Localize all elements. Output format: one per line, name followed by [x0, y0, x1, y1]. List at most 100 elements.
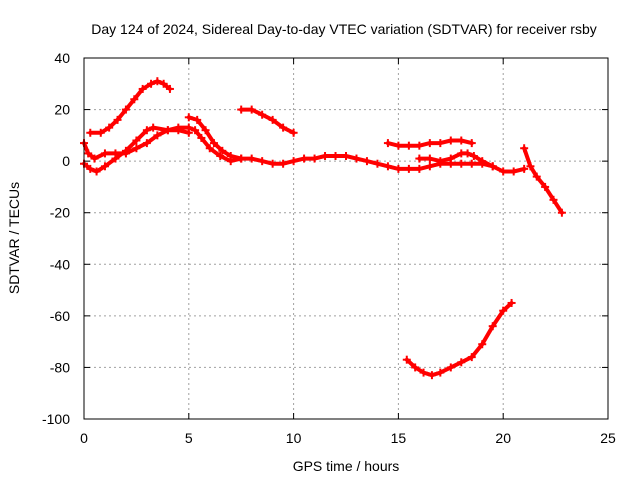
chart-title: Day 124 of 2024, Sidereal Day-to-day VTE… — [91, 21, 597, 37]
x-tick-label: 25 — [600, 430, 616, 446]
data-point — [142, 139, 151, 148]
data-point — [92, 167, 101, 176]
data-point — [193, 115, 202, 124]
data-point — [105, 123, 114, 132]
data-point — [394, 141, 403, 150]
data-point — [419, 368, 428, 377]
data-point — [488, 162, 497, 171]
data-point — [132, 136, 141, 145]
data-point — [268, 159, 277, 168]
data-point — [532, 172, 541, 181]
data-point — [247, 105, 256, 114]
data-point — [279, 123, 288, 132]
data-point — [425, 154, 434, 163]
data-point — [191, 126, 200, 135]
data-point — [226, 151, 235, 160]
data-point — [86, 164, 95, 173]
data-point — [507, 298, 516, 307]
data-point — [467, 139, 476, 148]
data-point — [362, 157, 371, 166]
data-point — [142, 126, 151, 135]
series-layer — [80, 77, 566, 380]
data-point — [394, 164, 403, 173]
x-tick-label: 5 — [185, 430, 193, 446]
data-point — [411, 363, 420, 372]
data-point — [96, 128, 105, 137]
series-arc-9 — [404, 301, 514, 378]
data-point — [132, 144, 141, 153]
y-tick-label: -40 — [50, 256, 70, 272]
y-tick-label: 40 — [54, 50, 70, 66]
data-point — [488, 322, 497, 331]
data-point — [526, 162, 535, 171]
data-point — [549, 195, 558, 204]
data-point — [310, 154, 319, 163]
data-point — [478, 340, 487, 349]
series-arc-4 — [186, 115, 527, 174]
data-point — [289, 157, 298, 166]
data-point — [373, 159, 382, 168]
data-point — [499, 167, 508, 176]
data-point — [159, 79, 168, 88]
data-point — [425, 139, 434, 148]
data-point — [383, 162, 392, 171]
data-point — [138, 84, 147, 93]
x-tick-label: 15 — [391, 430, 407, 446]
data-point — [463, 149, 472, 158]
y-tick-label: 20 — [54, 102, 70, 118]
data-point — [436, 139, 445, 148]
data-point — [402, 355, 411, 364]
data-point — [520, 144, 529, 153]
series-arc-5 — [239, 107, 296, 135]
data-point — [268, 115, 277, 124]
y-tick-label: -60 — [50, 308, 70, 324]
data-point — [197, 133, 206, 142]
data-point — [415, 154, 424, 163]
data-point — [153, 77, 162, 86]
data-point — [541, 182, 550, 191]
data-point — [258, 157, 267, 166]
x-tick-label: 0 — [80, 430, 88, 446]
data-point — [90, 154, 99, 163]
data-point — [457, 136, 466, 145]
data-point — [352, 154, 361, 163]
data-point — [205, 144, 214, 153]
data-point — [425, 162, 434, 171]
data-point — [499, 306, 508, 315]
data-point — [237, 105, 246, 114]
data-point — [457, 159, 466, 168]
data-point — [520, 164, 529, 173]
ticks: 0 5 10 15 20 25 -100 -80 -60 -40 -20 0 20 40 — [42, 50, 616, 446]
data-point — [415, 164, 424, 173]
data-point — [237, 154, 246, 163]
data-point — [174, 126, 183, 135]
data-point — [446, 154, 455, 163]
data-point — [557, 208, 566, 217]
x-tick-label: 20 — [495, 430, 511, 446]
data-point — [121, 149, 130, 158]
data-point — [153, 131, 162, 140]
data-point — [84, 149, 93, 158]
x-axis-label: GPS time / hours — [293, 458, 400, 474]
y-axis-label: SDTVAR / TECUs — [6, 182, 22, 294]
data-point — [218, 146, 227, 155]
data-point — [321, 151, 330, 160]
y-tick-label: -20 — [50, 205, 70, 221]
data-point — [436, 157, 445, 166]
data-point — [165, 84, 174, 93]
data-point — [467, 353, 476, 362]
data-point — [404, 141, 413, 150]
data-point — [457, 358, 466, 367]
data-point — [436, 368, 445, 377]
data-point — [415, 141, 424, 150]
data-point — [247, 154, 256, 163]
data-point — [342, 151, 350, 160]
data-point — [100, 149, 109, 158]
data-point — [446, 136, 455, 145]
data-point — [258, 110, 267, 119]
data-point — [184, 113, 193, 122]
data-point — [184, 128, 193, 137]
grid — [84, 58, 608, 419]
data-point — [289, 128, 298, 137]
data-point — [279, 159, 288, 168]
